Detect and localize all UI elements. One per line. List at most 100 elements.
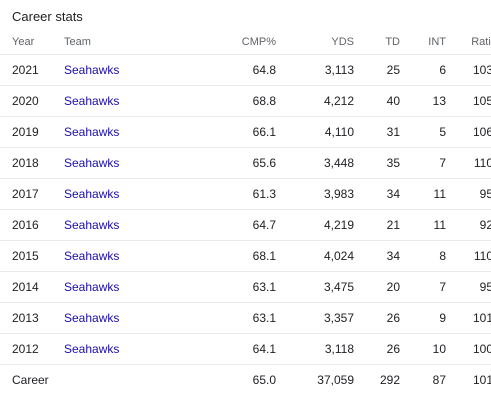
cell-rating: 110.1: [446, 240, 491, 272]
cell-yds: 3,475: [276, 271, 354, 303]
cell-yds: 3,357: [276, 302, 354, 334]
panel-title: Career stats: [12, 9, 83, 24]
cell-year: 2020: [0, 85, 64, 117]
table-row: 2012 Seahawks 64.1 3,118 26 10 100.0: [0, 333, 491, 365]
cell-yds: 3,118: [276, 333, 354, 365]
team-link[interactable]: Seahawks: [64, 94, 120, 108]
cell-yds: 4,110: [276, 116, 354, 148]
team-link[interactable]: Seahawks: [64, 125, 120, 139]
cell-cmp: 64.7: [194, 209, 276, 241]
cell-td: 21: [354, 209, 400, 241]
table-row: 2016 Seahawks 64.7 4,219 21 11 92.6: [0, 209, 491, 241]
cell-td: 40: [354, 85, 400, 117]
cell-td: 26: [354, 333, 400, 365]
team-link[interactable]: Seahawks: [64, 342, 120, 356]
cell-cmp: 66.1: [194, 116, 276, 148]
cell-rating: 105.1: [446, 85, 491, 117]
table-row: 2019 Seahawks 66.1 4,110 31 5 106.3: [0, 116, 491, 148]
cell-int: 11: [400, 209, 446, 241]
cell-rating: 100.0: [446, 333, 491, 365]
cell-yds: 3,983: [276, 178, 354, 210]
cell-team: Seahawks: [64, 271, 194, 303]
cell-yds: 3,113: [276, 54, 354, 86]
cell-int: 9: [400, 302, 446, 334]
column-header-cmp: CMP%: [194, 30, 276, 55]
cell-yds: 4,024: [276, 240, 354, 272]
cell-td: 34: [354, 178, 400, 210]
cell-yds: 37,059: [317, 373, 354, 387]
cell-yds: 3,448: [276, 147, 354, 179]
table-row: 2021 Seahawks 64.8 3,113 25 6 103.1: [0, 54, 491, 86]
cell-td: 292: [379, 373, 400, 387]
cell-yds: 4,219: [276, 209, 354, 241]
cell-cmp: 65.0: [252, 373, 276, 387]
cell-td: 35: [354, 147, 400, 179]
team-link[interactable]: Seahawks: [64, 63, 120, 77]
cell-int: 11: [400, 178, 446, 210]
table-row: 2017 Seahawks 61.3 3,983 34 11 95.4: [0, 178, 491, 210]
column-header-rating: Rating: [446, 30, 491, 55]
cell-team: Seahawks: [64, 333, 194, 365]
cell-cmp: 68.8: [194, 85, 276, 117]
table-row: 2013 Seahawks 63.1 3,357 26 9 101.2: [0, 302, 491, 334]
column-header-team: Team: [64, 30, 194, 55]
cell-year: 2013: [0, 302, 64, 334]
cell-rating: 92.6: [446, 209, 491, 241]
table-row: 2014 Seahawks 63.1 3,475 20 7 95.0: [0, 271, 491, 303]
team-link[interactable]: Seahawks: [64, 311, 120, 325]
column-header-td: TD: [354, 30, 400, 55]
cell-cmp: 65.6: [194, 147, 276, 179]
cell-int: 6: [400, 54, 446, 86]
team-link[interactable]: Seahawks: [64, 249, 120, 263]
cell-int: 7: [400, 147, 446, 179]
cell-cmp: 64.1: [194, 333, 276, 365]
table-row: 2015 Seahawks 68.1 4,024 34 8 110.1: [0, 240, 491, 272]
column-header-yds: YDS: [276, 30, 354, 55]
cell-team: Seahawks: [64, 85, 194, 117]
cell-rating: 95.4: [446, 178, 491, 210]
cell-team: Seahawks: [64, 302, 194, 334]
cell-int: 5: [400, 116, 446, 148]
cell-team: Seahawks: [64, 240, 194, 272]
cell-td: 25: [354, 54, 400, 86]
cell-td: 26: [354, 302, 400, 334]
cell-year: 2019: [0, 116, 64, 148]
cell-cmp: 63.1: [194, 271, 276, 303]
cell-team: Seahawks: [64, 147, 194, 179]
cell-year: 2018: [0, 147, 64, 179]
table-header-row: Year Team CMP% YDS TD INT Rating: [0, 30, 491, 55]
table-row: 2018 Seahawks 65.6 3,448 35 7 110.9: [0, 147, 491, 179]
cell-td: 20: [354, 271, 400, 303]
cell-year: 2012: [0, 333, 64, 365]
cell-int: 10: [400, 333, 446, 365]
table-row: 2020 Seahawks 68.8 4,212 40 13 105.1: [0, 85, 491, 117]
cell-rating: 101.2: [446, 302, 491, 334]
cell-yds: 4,212: [276, 85, 354, 117]
career-stats-table: Year Team CMP% YDS TD INT Rating 2021 Se…: [0, 30, 491, 395]
column-header-year: Year: [0, 30, 64, 55]
cell-rating: 110.9: [446, 147, 491, 179]
cell-year: 2016: [0, 209, 64, 241]
cell-year: 2014: [0, 271, 64, 303]
cell-td: 34: [354, 240, 400, 272]
team-link[interactable]: Seahawks: [64, 156, 120, 170]
cell-year: 2015: [0, 240, 64, 272]
cell-year: 2017: [0, 178, 64, 210]
column-header-int: INT: [400, 30, 446, 55]
cell-team-empty: [64, 365, 194, 396]
cell-team: Seahawks: [64, 54, 194, 86]
team-link[interactable]: Seahawks: [64, 280, 120, 294]
cell-cmp: 64.8: [194, 54, 276, 86]
cell-int: 13: [400, 85, 446, 117]
cell-team: Seahawks: [64, 209, 194, 241]
cell-team: Seahawks: [64, 178, 194, 210]
cell-team: Seahawks: [64, 116, 194, 148]
cell-cmp: 63.1: [194, 302, 276, 334]
cell-rating: 106.3: [446, 116, 491, 148]
cell-cmp: 68.1: [194, 240, 276, 272]
team-link[interactable]: Seahawks: [64, 187, 120, 201]
team-link[interactable]: Seahawks: [64, 218, 120, 232]
cell-rating: 103.1: [446, 54, 491, 86]
cell-int: 7: [400, 271, 446, 303]
